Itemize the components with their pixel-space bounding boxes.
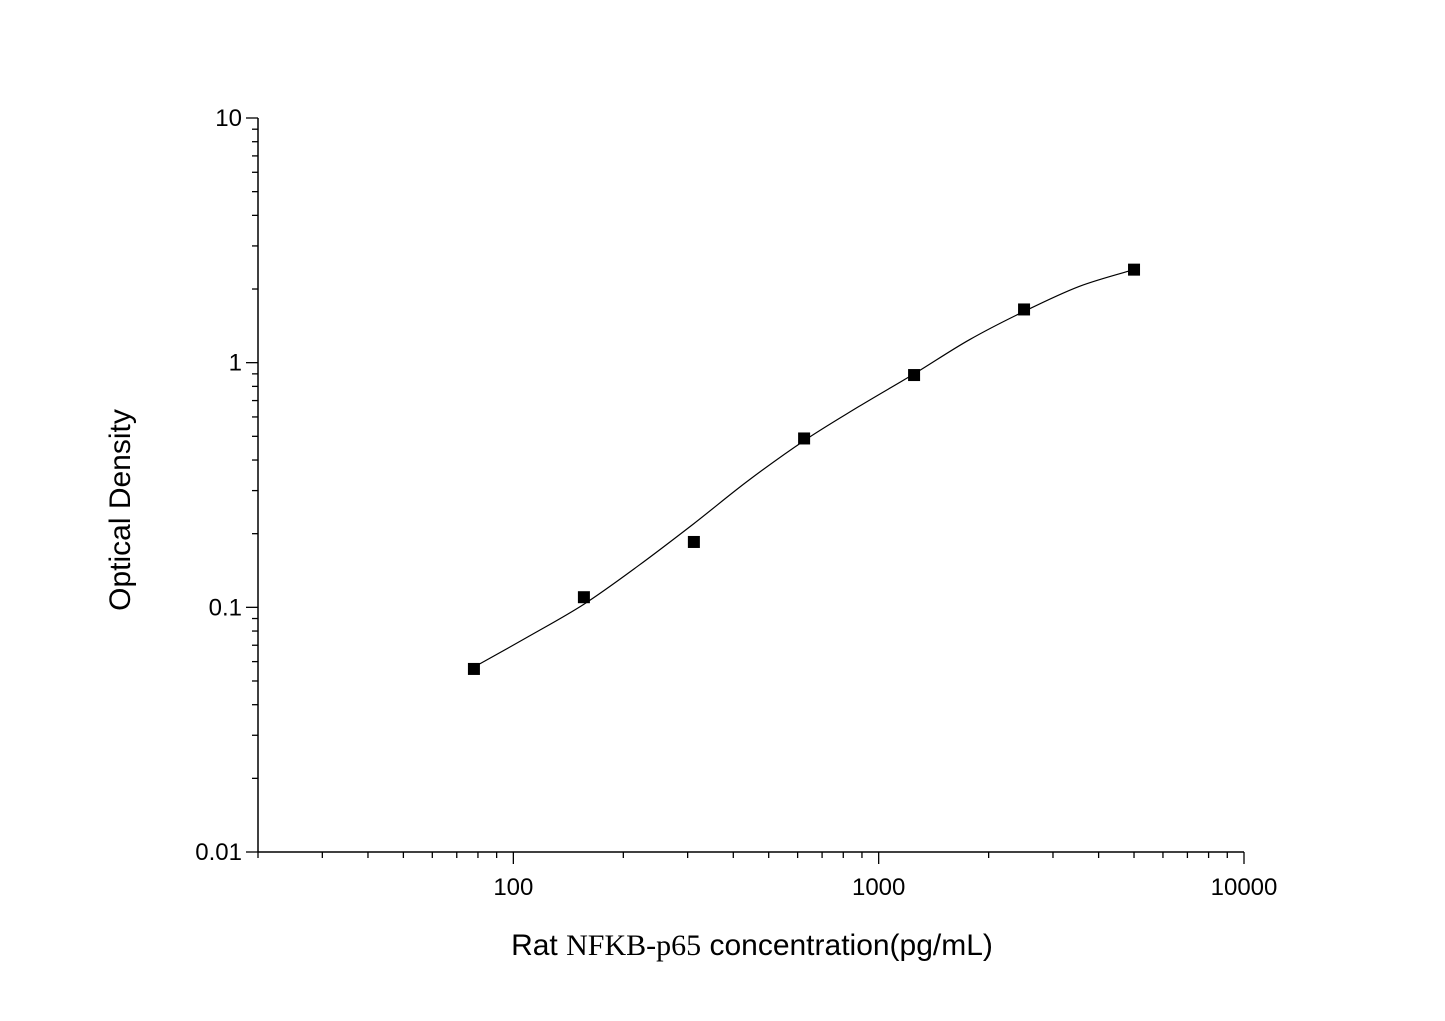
y-tick-label: 10 bbox=[215, 105, 242, 132]
tick-labels: 100 1000 10000 0.01 0.1 1 10 bbox=[195, 105, 1277, 901]
x-tick-label: 1000 bbox=[852, 874, 905, 901]
data-point bbox=[687, 535, 700, 548]
x-axis-title-suffix: concentration(pg/mL) bbox=[701, 929, 993, 962]
data-point bbox=[798, 432, 811, 445]
data-point bbox=[1128, 263, 1141, 276]
fit-curve bbox=[473, 269, 1135, 668]
data-point bbox=[577, 591, 590, 604]
x-axis-title-analyte: NFKB-p65 bbox=[566, 929, 701, 962]
ticks bbox=[246, 117, 1245, 864]
y-tick-label: 0.01 bbox=[195, 839, 242, 866]
data-point bbox=[1018, 303, 1031, 316]
data-point bbox=[467, 662, 480, 675]
y-axis-title: Optical Density bbox=[104, 409, 137, 611]
x-axis-title-prefix: Rat bbox=[511, 929, 566, 962]
y-tick-label: 1 bbox=[229, 350, 242, 377]
data-points bbox=[467, 263, 1141, 675]
x-tick-label: 100 bbox=[493, 874, 533, 901]
data-point bbox=[908, 369, 921, 382]
y-tick-label: 0.1 bbox=[209, 594, 242, 621]
axes bbox=[257, 118, 1244, 853]
x-axis-title: Rat NFKB-p65 concentration(pg/mL) bbox=[511, 929, 993, 962]
x-tick-label: 10000 bbox=[1211, 874, 1278, 901]
